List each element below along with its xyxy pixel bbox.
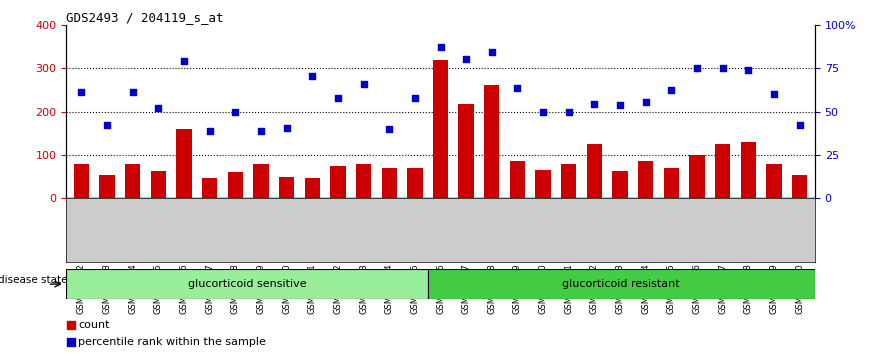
Bar	[381, 168, 397, 198]
Text: glucorticoid sensitive: glucorticoid sensitive	[188, 279, 306, 289]
Bar	[766, 164, 781, 198]
Bar	[407, 168, 423, 198]
Bar	[356, 164, 371, 198]
Bar	[792, 175, 807, 198]
Bar	[638, 161, 654, 198]
Bar	[330, 166, 345, 198]
Bar	[279, 177, 294, 198]
Bar	[484, 85, 500, 198]
FancyBboxPatch shape	[427, 269, 815, 299]
Bar	[561, 164, 576, 198]
Point	[331, 95, 345, 101]
Point	[715, 65, 729, 71]
Point	[741, 68, 755, 73]
Bar	[510, 161, 525, 198]
Point	[126, 89, 140, 95]
Point	[254, 128, 268, 134]
Point	[152, 105, 166, 111]
Point	[664, 87, 678, 93]
Bar	[151, 171, 167, 198]
Point	[228, 109, 242, 114]
Text: percentile rank within the sample: percentile rank within the sample	[78, 337, 266, 347]
Bar	[741, 142, 756, 198]
Point	[408, 95, 422, 101]
Bar	[612, 171, 627, 198]
FancyBboxPatch shape	[66, 269, 427, 299]
Text: disease state: disease state	[0, 275, 68, 285]
Bar	[689, 155, 705, 198]
Point	[485, 49, 499, 55]
Text: glucorticoid resistant: glucorticoid resistant	[562, 279, 680, 289]
Point	[459, 57, 473, 62]
Point	[328, 98, 342, 104]
Point	[510, 85, 524, 91]
Point	[562, 109, 576, 114]
Point	[613, 102, 627, 108]
Point	[536, 109, 550, 114]
Bar	[663, 168, 679, 198]
Point	[203, 128, 217, 134]
Point	[357, 81, 371, 87]
Bar	[227, 172, 243, 198]
Point	[639, 99, 653, 104]
Bar	[458, 104, 474, 198]
Point	[766, 91, 781, 97]
Bar	[176, 129, 192, 198]
Bar	[74, 164, 89, 198]
Point	[793, 122, 807, 127]
Bar	[202, 178, 218, 198]
Bar	[100, 175, 115, 198]
Bar	[254, 164, 269, 198]
Bar	[587, 144, 602, 198]
Bar	[714, 144, 730, 198]
Bar	[305, 178, 320, 198]
Point	[588, 101, 602, 107]
Point	[305, 73, 319, 78]
Point	[690, 65, 704, 71]
Point	[382, 126, 396, 132]
Point	[279, 125, 293, 131]
Point	[74, 89, 88, 95]
Bar	[125, 164, 140, 198]
Text: GDS2493 / 204119_s_at: GDS2493 / 204119_s_at	[66, 11, 224, 24]
Point	[177, 58, 191, 64]
Point	[433, 45, 448, 50]
Bar	[433, 60, 448, 198]
Bar	[536, 170, 551, 198]
Point	[100, 122, 115, 127]
Point	[328, 250, 342, 255]
Text: count: count	[78, 320, 110, 330]
